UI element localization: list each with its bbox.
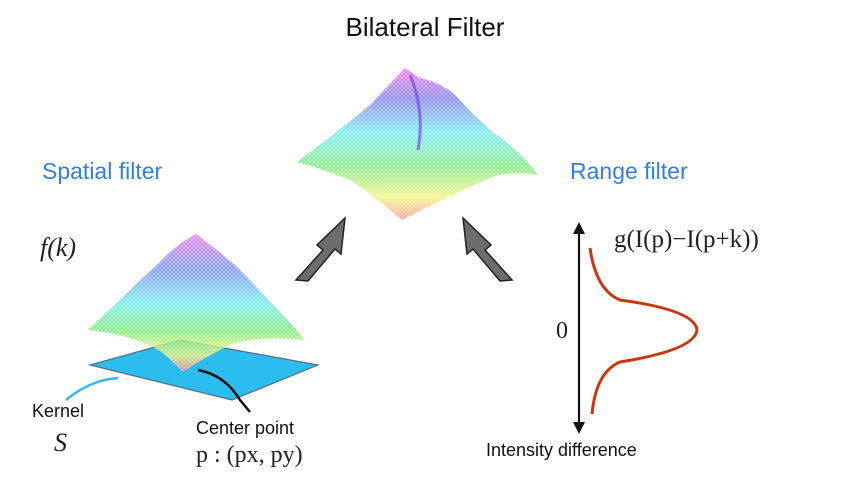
center-point-label: Center point [196, 418, 295, 438]
kernel-symbol: S [54, 428, 67, 457]
spatial-function-label: f(k) [40, 233, 77, 262]
center-point-leader-line [197, 368, 251, 413]
left-up-arrow-icon [294, 216, 346, 282]
range-function-label: g(I(p)−I(p+k)) [614, 226, 759, 253]
zero-label: 0 [556, 318, 568, 344]
center-point-formula: p : (px, py) [196, 442, 303, 468]
kernel-label: Kernel [32, 401, 85, 421]
kernel-leader-line [65, 376, 119, 401]
right-up-arrow-icon [462, 216, 514, 282]
intensity-difference-label: Intensity difference [486, 440, 637, 460]
bilateral-surface-mesh [297, 68, 538, 220]
kernel-plane [87, 339, 321, 401]
range-gaussian-curve [588, 247, 699, 415]
range-filter-label: Range filter [570, 158, 688, 184]
page-title: Bilateral Filter [345, 12, 505, 42]
spatial-gaussian-mesh [88, 234, 305, 372]
spatial-filter-label: Spatial filter [42, 158, 163, 184]
